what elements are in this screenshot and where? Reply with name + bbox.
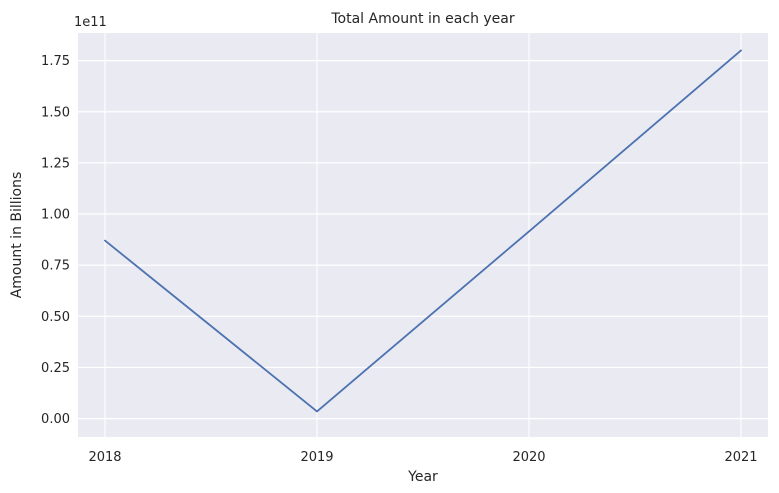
y-axis-offset-label: 1e11 <box>74 15 107 30</box>
y-tick-label: 1.25 <box>41 156 70 171</box>
y-tick-label: 1.75 <box>41 54 70 69</box>
plot-area <box>78 33 768 437</box>
x-tick-label: 2021 <box>724 450 757 465</box>
y-tick-label: 1.50 <box>41 105 70 120</box>
grid-lines <box>78 33 768 437</box>
series-layer <box>104 49 742 413</box>
y-tick-label: 1.00 <box>41 208 70 223</box>
y-tick-label: 0.00 <box>41 412 70 427</box>
x-tick-label: 2018 <box>88 450 121 465</box>
x-axis-label: Year <box>407 469 438 485</box>
y-axis-label: Amount in Billions <box>9 172 25 299</box>
tick-labels: 0.00 0.25 0.50 0.75 1.00 1.25 1.50 1.75 2018 2019… <box>41 54 758 465</box>
series-line <box>104 49 742 413</box>
y-tick-label: 0.25 <box>41 361 70 376</box>
x-tick-label: 2019 <box>300 450 333 465</box>
chart-title: Total Amount in each year <box>330 11 515 27</box>
y-tick-label: 0.75 <box>41 259 70 274</box>
x-tick-label: 2020 <box>512 450 545 465</box>
y-tick-label: 0.50 <box>41 310 70 325</box>
